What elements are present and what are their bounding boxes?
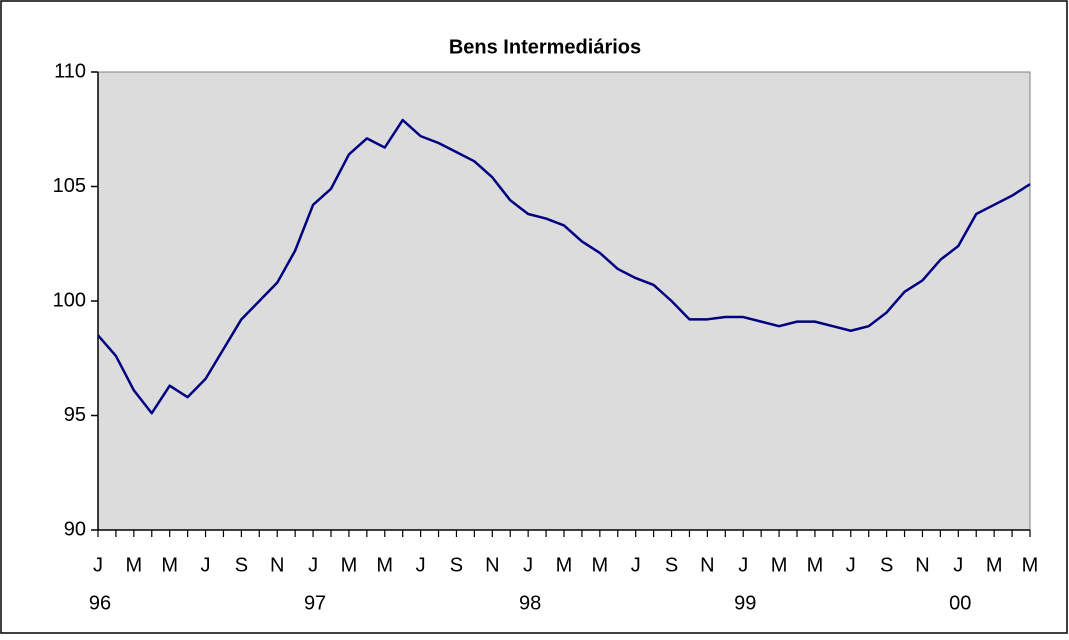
x-year-label: 96 <box>89 592 111 614</box>
x-tick-label: N <box>915 554 929 576</box>
x-tick-label: M <box>556 554 573 576</box>
x-tick-label: N <box>700 554 714 576</box>
x-tick-label: N <box>270 554 284 576</box>
x-tick-label: M <box>986 554 1003 576</box>
x-tick-label: J <box>201 554 211 576</box>
x-tick-label: M <box>771 554 788 576</box>
x-tick-label: S <box>450 554 463 576</box>
x-tick-label: M <box>161 554 178 576</box>
x-tick-label: M <box>341 554 358 576</box>
x-tick-label: S <box>665 554 678 576</box>
x-year-label: 97 <box>304 592 326 614</box>
y-tick-label: 95 <box>64 404 86 426</box>
x-tick-label: N <box>485 554 499 576</box>
plot-area <box>97 71 1031 531</box>
x-tick-label: M <box>126 554 143 576</box>
y-tick-label: 100 <box>53 289 86 311</box>
x-year-label: 99 <box>734 592 756 614</box>
x-tick-label: S <box>235 554 248 576</box>
series-line <box>97 118 1031 415</box>
chart-title: Bens Intermediários <box>449 36 641 58</box>
x-year-label: 00 <box>949 592 971 614</box>
x-tick-label: S <box>880 554 893 576</box>
x-tick-label: M <box>807 554 824 576</box>
x-year-label: 98 <box>519 592 541 614</box>
x-tick-label: J <box>308 554 318 576</box>
x-tick-label: J <box>953 554 963 576</box>
y-tick-label: 110 <box>54 60 86 82</box>
x-tick-label: J <box>738 554 748 576</box>
y-tick-label: 90 <box>64 518 86 540</box>
x-tick-label: J <box>631 554 641 576</box>
x-tick-label: J <box>523 554 533 576</box>
x-tick-label: J <box>93 554 103 576</box>
x-tick-label: M <box>376 554 393 576</box>
x-tick-label: J <box>416 554 426 576</box>
y-tick-label: 105 <box>53 175 86 197</box>
x-tick-label: J <box>846 554 856 576</box>
x-tick-label: M <box>1022 554 1039 576</box>
x-tick-label: M <box>592 554 609 576</box>
